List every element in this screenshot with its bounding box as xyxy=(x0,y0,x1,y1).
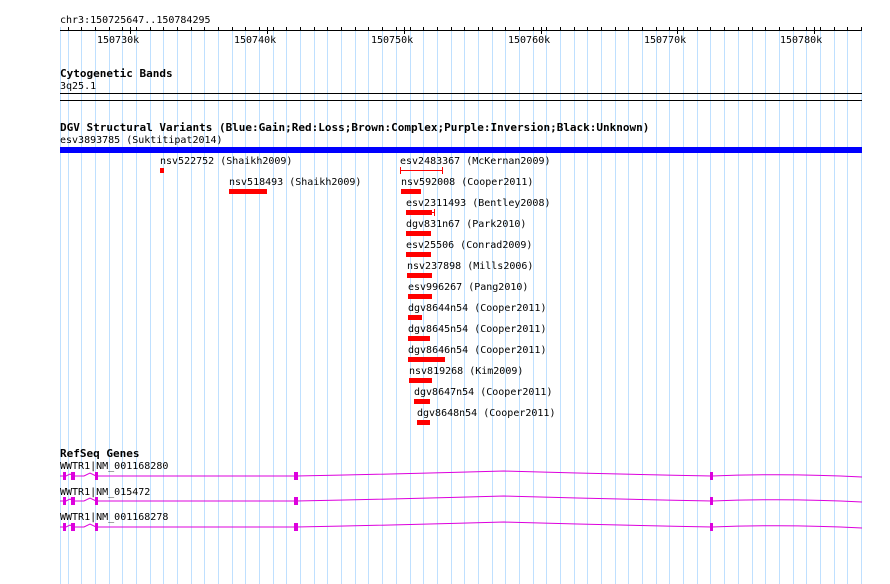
variant-label: nsv237898 (Mills2006) xyxy=(407,261,534,272)
loss-variant-bar[interactable] xyxy=(408,315,422,320)
variant-extension xyxy=(432,212,435,213)
loss-variant-bar[interactable] xyxy=(408,357,445,362)
loss-variant-bar[interactable] xyxy=(408,336,430,341)
gain-variant-bar[interactable] xyxy=(60,147,862,153)
gene-exon xyxy=(294,497,298,505)
variant-endcap xyxy=(442,167,443,174)
gene-exon xyxy=(294,523,298,531)
variant-label: dgv8648n54 (Cooper2011) xyxy=(417,408,556,419)
cytoband-track-title[interactable]: Cytogenetic Bands xyxy=(60,67,173,80)
cytoband-band-bottom xyxy=(60,100,862,101)
transcript-label: WWTR1|NM_001168278 xyxy=(60,512,169,523)
variant-label: esv2311493 (Bentley2008) xyxy=(406,198,551,209)
loss-variant-bar[interactable] xyxy=(417,420,430,425)
variant-label: dgv8645n54 (Cooper2011) xyxy=(408,324,547,335)
ruler-tick-label: 150730k xyxy=(97,35,140,46)
loss-variant-bar[interactable] xyxy=(407,273,432,278)
variant-label: dgv8647n54 (Cooper2011) xyxy=(414,387,553,398)
transcript-label: WWTR1|NM_001168280 xyxy=(60,461,169,472)
variant-label: dgv8646n54 (Cooper2011) xyxy=(408,345,547,356)
ruler[interactable] xyxy=(0,0,890,60)
variant-label: dgv8644n54 (Cooper2011) xyxy=(408,303,547,314)
variant-label: nsv819268 (Kim2009) xyxy=(409,366,524,377)
ruler-tick-label: 150770k xyxy=(644,35,687,46)
variant-label: esv25506 (Conrad2009) xyxy=(406,240,533,251)
loss-variant-bar[interactable] xyxy=(406,252,431,257)
top-variant-label: esv3893785 (Suktitipat2014) xyxy=(60,135,223,146)
loss-variant-bar[interactable] xyxy=(406,231,431,236)
variant-endcap xyxy=(434,209,435,216)
loss-variant-bar[interactable] xyxy=(401,189,421,194)
gene-exon xyxy=(63,497,66,505)
gene-exon xyxy=(95,472,98,480)
variant-label: esv2483367 (McKernan2009) xyxy=(400,156,551,167)
gene-exon xyxy=(95,497,98,505)
variant-label: dgv831n67 (Park2010) xyxy=(406,219,527,230)
gene-exon xyxy=(710,497,713,505)
loss-variant-bar[interactable] xyxy=(406,210,432,215)
transcript-label: WWTR1|NM_015472 xyxy=(60,487,151,498)
gene-exon xyxy=(71,497,75,505)
cytoband-band-top[interactable] xyxy=(60,93,862,94)
variant-label: esv996267 (Pang2010) xyxy=(408,282,529,293)
loss-variant-line[interactable] xyxy=(400,170,443,171)
gene-exon xyxy=(95,523,98,531)
gene-exon xyxy=(710,472,713,480)
ruler-tick-label: 150750k xyxy=(371,35,414,46)
gene-exon xyxy=(710,523,713,531)
loss-variant-bar[interactable] xyxy=(408,294,432,299)
ruler-tick-label: 150760k xyxy=(508,35,551,46)
loss-variant-bar[interactable] xyxy=(414,399,430,404)
refseq-track-title[interactable]: RefSeq Genes xyxy=(60,447,140,460)
ruler-tick-label: 150780k xyxy=(780,35,823,46)
ruler-position: chr3:150725647..150784295 xyxy=(60,15,211,26)
loss-variant-bar[interactable] xyxy=(160,168,164,173)
loss-variant-bar[interactable] xyxy=(229,189,267,194)
gene-exon xyxy=(63,472,66,480)
variant-endcap xyxy=(400,167,401,174)
gene-exon xyxy=(63,523,66,531)
ruler-tick-label: 150740k xyxy=(234,35,277,46)
variant-label: nsv522752 (Shaikh2009) xyxy=(160,156,293,167)
gene-exon xyxy=(71,523,75,531)
dgv-track-title[interactable]: DGV Structural Variants (Blue:Gain;Red:L… xyxy=(60,121,650,134)
variant-label: nsv518493 (Shaikh2009) xyxy=(229,177,362,188)
loss-variant-bar[interactable] xyxy=(409,378,432,383)
variant-label: nsv592008 (Cooper2011) xyxy=(401,177,534,188)
gene-intron-line xyxy=(60,470,863,478)
gene-exon xyxy=(71,472,75,480)
gene-intron-line xyxy=(60,521,863,529)
cytoband-label: 3q25.1 xyxy=(60,81,97,92)
gene-intron-line xyxy=(60,495,863,503)
gene-exon xyxy=(294,472,298,480)
